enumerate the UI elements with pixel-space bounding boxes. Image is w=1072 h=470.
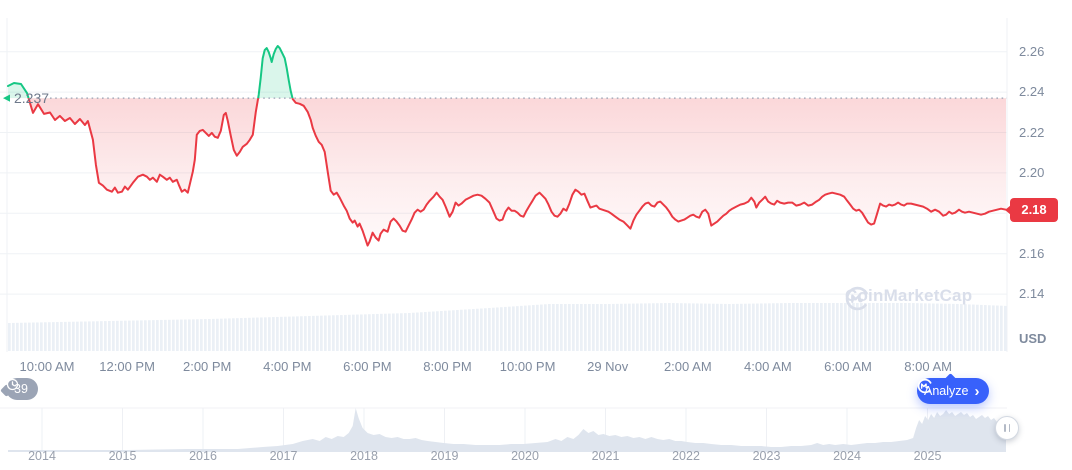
x-axis-label: 8:00 AM <box>904 359 952 374</box>
navigator-series-area[interactable] <box>8 408 1007 452</box>
year-label: 2019 <box>430 449 459 463</box>
navigator[interactable] <box>0 407 1007 452</box>
year-label: 2018 <box>350 449 378 463</box>
coinmarketcap-logo-icon <box>917 378 933 394</box>
year-label: 2024 <box>833 449 861 463</box>
year-label: 2017 <box>269 449 298 463</box>
x-axis-label: 2:00 AM <box>663 359 712 374</box>
year-label: 2020 <box>511 449 539 463</box>
navigator-handle-right[interactable] <box>995 416 1019 440</box>
x-axis-label: 10:00 AM <box>19 359 75 374</box>
y-axis-label: 2.22 <box>1019 124 1045 140</box>
y-axis-label: 2.14 <box>1019 286 1045 302</box>
year-label: 2023 <box>752 449 781 463</box>
y-axis-label: 2.20 <box>1019 164 1045 180</box>
x-axis-label: 6:00 PM <box>343 359 392 374</box>
year-label: 2014 <box>28 449 56 463</box>
lower-band-bars <box>8 303 1007 351</box>
area-below-open <box>28 98 1006 246</box>
year-label: 2021 <box>591 449 620 463</box>
currency-unit-label: USD <box>1019 331 1047 346</box>
x-axis-label: 8:00 PM <box>423 359 472 374</box>
analyze-button[interactable]: Analyze › <box>917 378 990 404</box>
watermark-text: CoinMarketCap <box>845 286 973 305</box>
x-axis-label: 10:00 PM <box>499 359 556 374</box>
analyze-label: Analyze <box>924 384 969 398</box>
y-axis-label: 2.26 <box>1019 43 1045 59</box>
x-axis-label: 4:00 PM <box>263 359 312 374</box>
chevron-right-icon: › <box>974 382 980 400</box>
y-axis-label: 2.24 <box>1019 84 1045 100</box>
price-line-down <box>27 98 1007 247</box>
x-axis-label: 4:00 AM <box>744 359 792 374</box>
clock-icon <box>6 378 19 391</box>
history-count-badge[interactable]: 39 <box>6 378 38 400</box>
year-label: 2022 <box>672 449 700 463</box>
y-axis-label: 2.16 <box>1019 245 1045 261</box>
last-price-badge: 2.18 <box>1005 197 1058 222</box>
open-price-marker <box>3 94 10 102</box>
coinmarketcap-logo-icon <box>845 286 870 311</box>
year-label: 2025 <box>913 449 942 463</box>
price-series[interactable] <box>3 45 1007 247</box>
x-axis-label: 12:00 PM <box>99 359 155 374</box>
year-label: 2016 <box>189 449 217 463</box>
open-price-label: 2.237 <box>14 90 50 106</box>
x-axis-label: 29 Nov <box>587 359 629 374</box>
watermark: CoinMarketCap <box>845 286 973 311</box>
x-axis-label: 2:00 PM <box>182 359 232 374</box>
year-label: 2015 <box>108 449 137 463</box>
x-axis-label: 6:00 AM <box>824 359 872 374</box>
